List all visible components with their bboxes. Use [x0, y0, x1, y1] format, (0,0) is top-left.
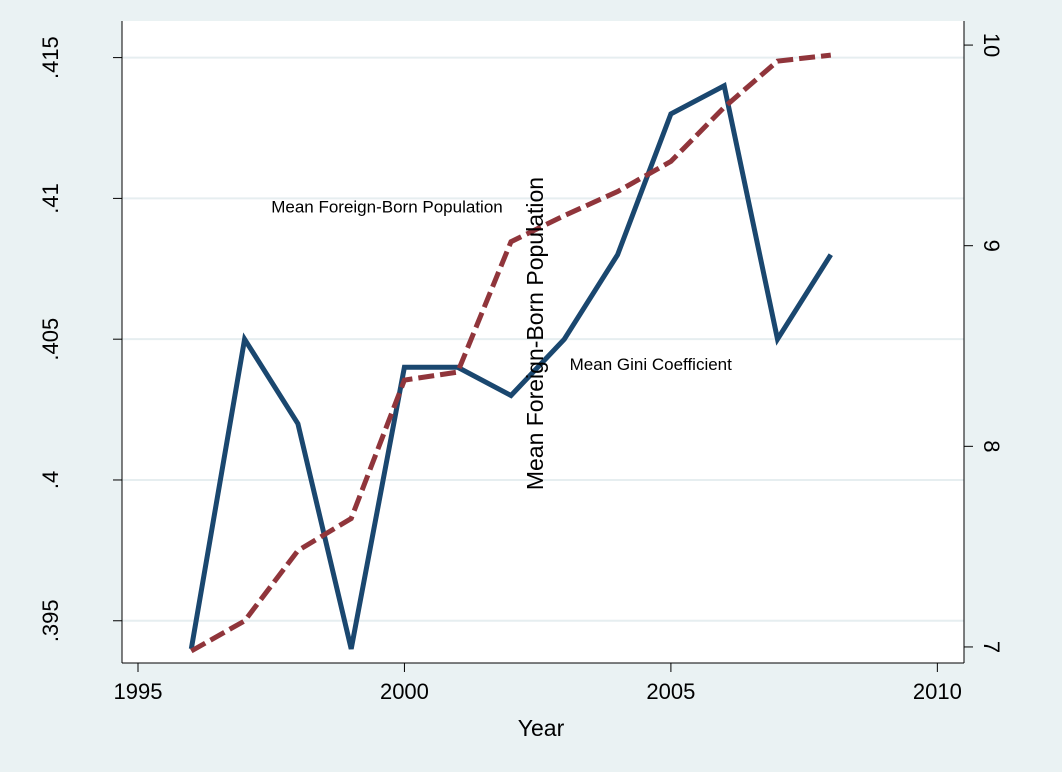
y-right-tick-label: 10 — [979, 33, 1004, 57]
y-right-tick-label: 9 — [979, 240, 1004, 252]
y-left-tick-label: .415 — [38, 36, 63, 79]
annotation-rotated-label: Mean Foreign-Born Population — [522, 177, 548, 490]
y-right-tick-label: 7 — [979, 641, 1004, 653]
annotation-label-1: Mean Gini Coefficient — [570, 355, 732, 374]
y-left-tick-label: .4 — [38, 471, 63, 489]
series-group — [188, 52, 833, 654]
y-right-tick-label: 8 — [979, 440, 1004, 452]
x-tick-label: 2000 — [380, 679, 429, 704]
annotation-label-0: Mean Foreign-Born Population — [271, 197, 503, 216]
x-tick-label: 2005 — [646, 679, 695, 704]
y-left-tick-label: .405 — [38, 318, 63, 361]
y-left-tick-label: .41 — [38, 183, 63, 214]
labels-group: Mean Foreign-Born Population Mean Gini Co… — [271, 177, 732, 490]
grid — [122, 56, 964, 622]
x-axis-title: Year — [518, 715, 565, 741]
axes: 1995 2000 2005 2010 .395 .4 .405 .41 .415 7 8 9 10 Ye… — [38, 21, 1004, 741]
x-tick-label: 1995 — [114, 679, 163, 704]
plot-background — [122, 21, 964, 663]
x-tick-label: 2010 — [913, 679, 962, 704]
y-left-tick-label: .395 — [38, 599, 63, 642]
